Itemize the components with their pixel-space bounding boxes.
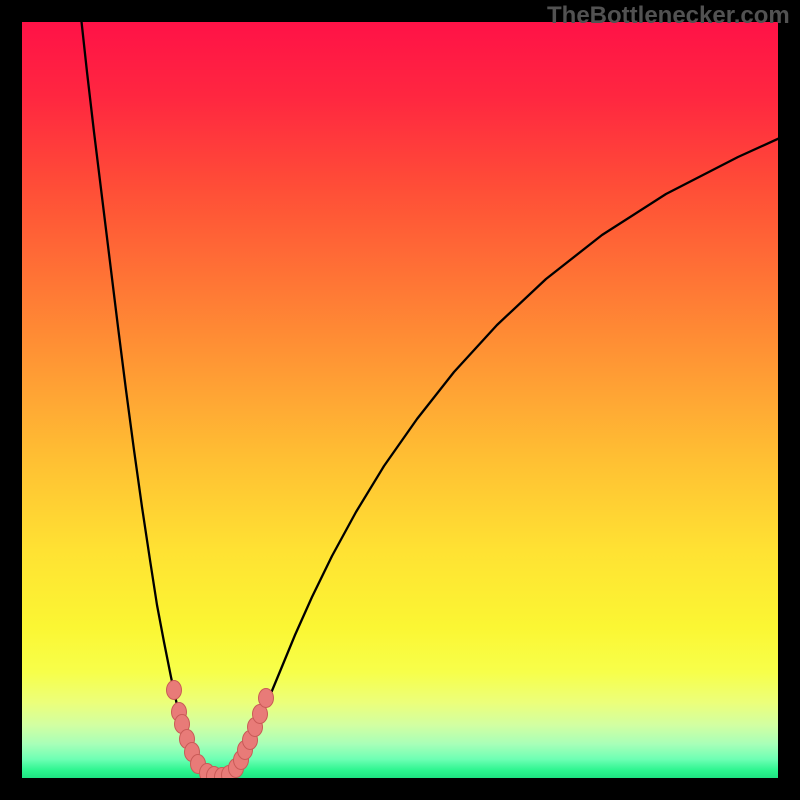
overlay-svg [22,22,778,778]
plot-area [22,22,778,778]
chart-stage: TheBottlenecker.com [0,0,800,800]
watermark-text: TheBottlenecker.com [547,2,790,30]
marker-dot [167,681,182,700]
marker-dot [259,689,274,708]
marker-group [167,681,274,779]
bottleneck-curve [81,22,778,778]
